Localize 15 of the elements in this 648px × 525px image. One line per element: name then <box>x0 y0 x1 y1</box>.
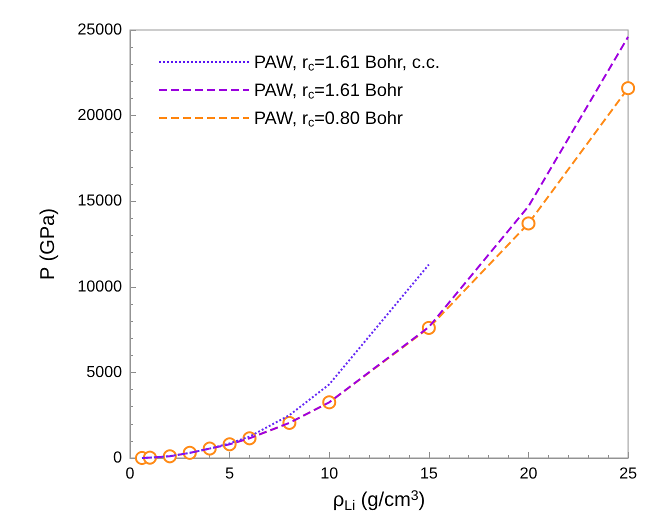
x-tick-label: 15 <box>420 466 438 482</box>
x-tick-label: 20 <box>520 466 538 482</box>
y-tick-label: 0 <box>113 450 122 466</box>
x-tick-label: 5 <box>225 466 234 482</box>
y-axis-title: P (GPa) <box>37 208 59 280</box>
point <box>521 216 536 230</box>
y-tick-label: 5000 <box>86 364 122 381</box>
y-tick-label: 20000 <box>78 107 122 124</box>
x-tick-label: 0 <box>126 466 135 482</box>
y-tick-label: 15000 <box>78 192 122 210</box>
x-tick-label: 10 <box>320 466 338 482</box>
y-tick-label: 10000 <box>78 278 122 296</box>
point <box>621 81 636 96</box>
y-tick-label: 25000 <box>78 22 122 38</box>
x-tick-label: 25 <box>619 466 638 482</box>
